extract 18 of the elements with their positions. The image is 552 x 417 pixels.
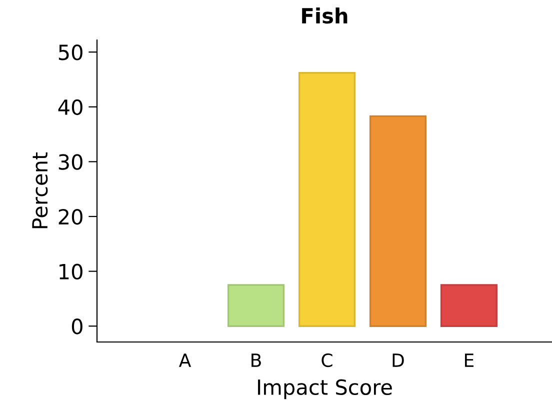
bar bbox=[227, 284, 285, 327]
x-tick-label: E bbox=[465, 354, 474, 367]
y-tick-label: 40 bbox=[58, 99, 82, 116]
y-axis-title: Percent bbox=[32, 152, 48, 228]
bar bbox=[298, 72, 356, 327]
y-tick-label: 10 bbox=[60, 264, 82, 280]
bar bbox=[369, 115, 426, 327]
x-axis-title: Impact Score bbox=[258, 379, 392, 400]
y-tick-label: 50 bbox=[58, 44, 82, 60]
y-tick-label: 30 bbox=[58, 154, 82, 170]
y-tick-label: 0 bbox=[72, 318, 82, 334]
x-tick-label: A bbox=[178, 354, 192, 367]
chart-title: Fish bbox=[302, 8, 348, 24]
y-tick-label: 20 bbox=[58, 208, 82, 225]
bar bbox=[440, 284, 498, 327]
x-tick-label: B bbox=[252, 354, 261, 367]
x-tick-label: D bbox=[392, 354, 404, 367]
x-tick-label: C bbox=[322, 353, 332, 368]
